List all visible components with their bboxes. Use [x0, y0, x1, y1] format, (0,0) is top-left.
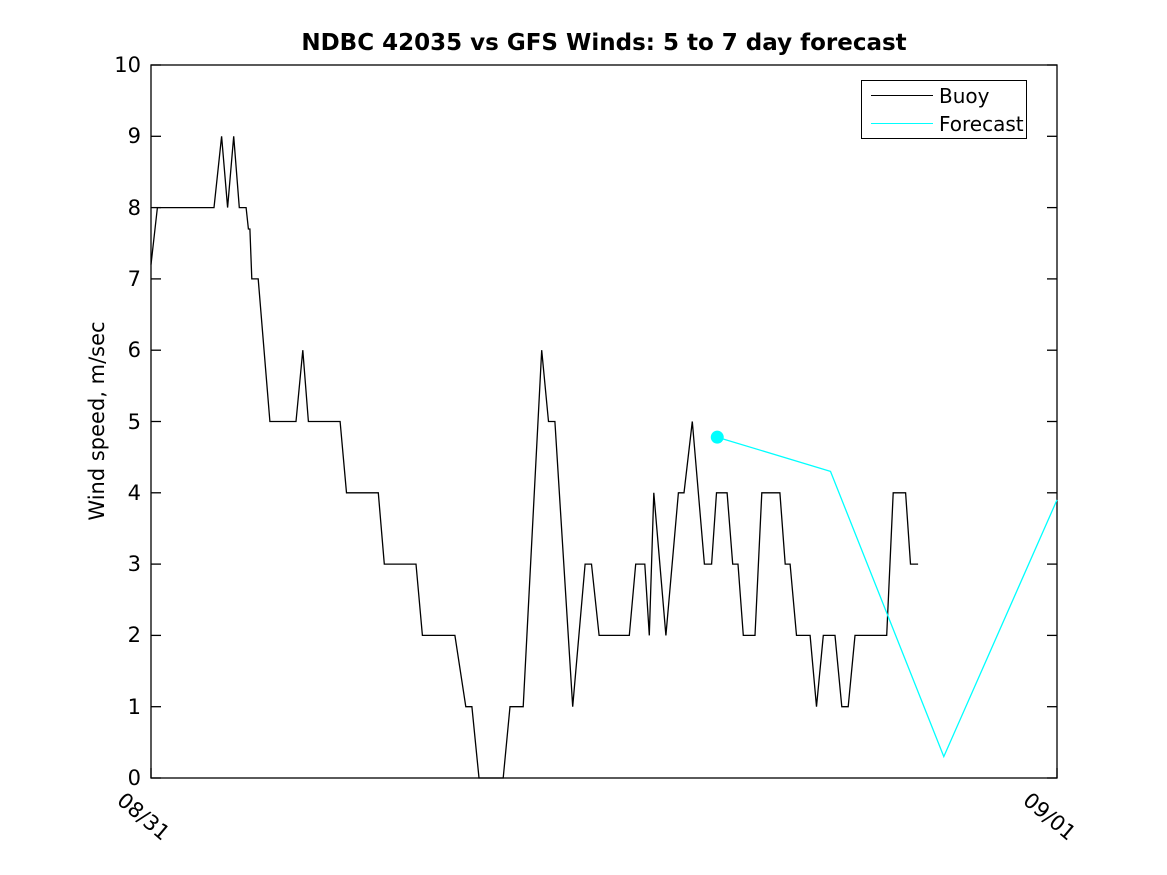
legend-box: Buoy Forecast	[861, 80, 1027, 139]
y-tick-label: 6	[127, 338, 141, 363]
legend-row-forecast: Forecast	[862, 112, 1026, 136]
chart-title: NDBC 42035 vs GFS Winds: 5 to 7 day fore…	[301, 30, 907, 56]
forecast-legend-line-sample	[871, 123, 933, 124]
y-tick-label: 5	[127, 409, 141, 434]
y-tick-label: 8	[127, 195, 141, 220]
y-tick-label: 1	[127, 694, 141, 719]
y-tick-label: 3	[127, 552, 141, 577]
y-tick-label: 9	[127, 124, 141, 149]
buoy-legend-label: Buoy	[939, 83, 990, 108]
y-tick-label: 4	[127, 480, 141, 505]
forecast-start-marker	[710, 430, 724, 444]
y-tick-label: 7	[127, 266, 141, 291]
buoy-line	[150, 136, 919, 779]
y-tick-label: 0	[127, 766, 141, 790]
y-tick-label: 10	[114, 53, 141, 77]
forecast-legend-label: Forecast	[939, 111, 1024, 136]
y-tick-label: 2	[127, 623, 141, 648]
axes-frame	[150, 64, 1058, 779]
buoy-legend-line-sample	[871, 95, 933, 96]
series-lines	[150, 136, 1058, 779]
legend-row-buoy: Buoy	[862, 84, 1026, 108]
forecast-line	[717, 436, 1058, 759]
